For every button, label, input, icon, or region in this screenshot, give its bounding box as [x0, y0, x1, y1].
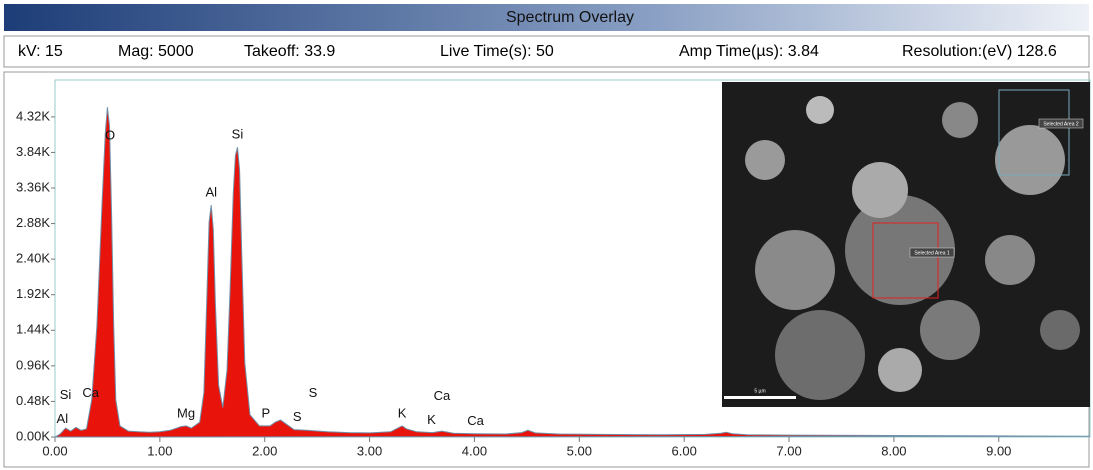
y-tick-label: 2.88K [16, 215, 50, 230]
info-bar [3, 35, 1090, 68]
x-tick-label: 9.00 [986, 443, 1011, 458]
peak-label: S [293, 409, 302, 424]
y-tick-label: 1.44K [16, 322, 50, 337]
title-bar [4, 4, 1089, 31]
x-tick-label: 4.00 [462, 443, 487, 458]
peak-label: P [261, 405, 270, 420]
x-tick-label: 6.00 [672, 443, 697, 458]
peak-label: Ca [467, 413, 484, 428]
info: Takeoff: 33.9 [244, 43, 335, 60]
peak-label: Al [205, 184, 217, 199]
scale-label: 5 µm [754, 388, 765, 394]
x-tick-label: 0.00 [42, 443, 67, 458]
y-tick-label: 0.96K [16, 357, 50, 372]
peak-label: Si [60, 387, 72, 402]
info: Live Time(s): 50 [440, 43, 554, 60]
info: Mag: 5000 [118, 43, 194, 60]
y-tick-label: 1.92K [16, 286, 50, 301]
info: kV: 15 [18, 43, 63, 60]
inset-label: Selected Area 1 [914, 250, 950, 256]
y-tick-label: 3.36K [16, 179, 50, 194]
peak-label: O [105, 127, 115, 142]
info: Resolution:(eV) 128.6 [902, 43, 1057, 60]
x-tick-label: 7.00 [776, 443, 801, 458]
y-tick-label: 0.00K [16, 428, 50, 443]
sem-image [722, 82, 1090, 407]
y-tick-label: 4.32K [16, 108, 50, 123]
x-tick-label: 3.00 [357, 443, 382, 458]
peak-label: Ca [82, 385, 99, 400]
spectrum [53, 107, 1091, 438]
x-tick-label: 8.00 [881, 443, 906, 458]
peak-label: Al [57, 411, 69, 426]
peak-label: Mg [177, 405, 195, 420]
y-tick-label: 0.48K [16, 393, 50, 408]
peak-label: Si [232, 127, 244, 142]
peak-label: Ca [434, 388, 451, 403]
peak-label: S [309, 385, 318, 400]
peak-label: K [398, 405, 407, 420]
y-tick-label: 3.84K [16, 144, 50, 159]
title: Spectrum Overlay [506, 9, 634, 26]
peak-label: K [427, 412, 436, 427]
info: Amp Time(µs): 3.84 [679, 43, 819, 60]
inset-label: Selected Area 2 [1043, 121, 1079, 127]
x-tick-label: 1.00 [147, 443, 172, 458]
x-tick-label: 5.00 [567, 443, 592, 458]
x-tick-label: 2.00 [252, 443, 277, 458]
y-tick-label: 2.40K [16, 251, 50, 266]
